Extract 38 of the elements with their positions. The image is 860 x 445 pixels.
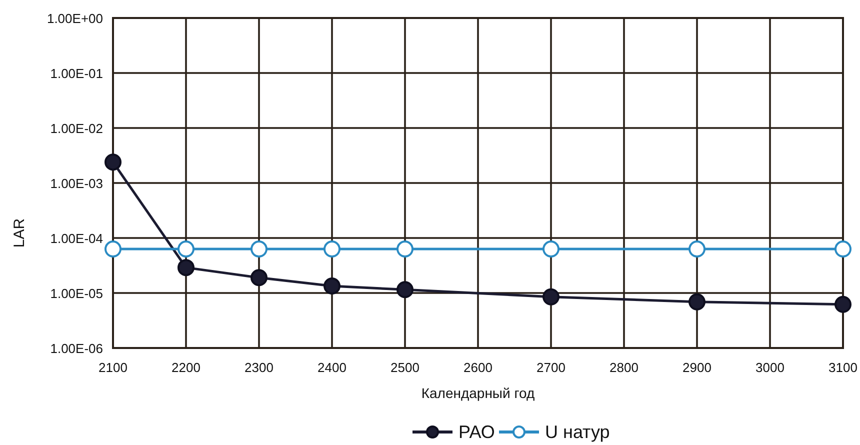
point	[324, 240, 340, 258]
point	[834, 240, 852, 258]
point	[178, 240, 194, 258]
y-tick-label: 1.00E-04	[50, 231, 103, 246]
y-axis-title: LAR	[11, 218, 28, 248]
y-tick-label: 1.00E-02	[50, 121, 103, 136]
point	[104, 154, 122, 171]
y-tick-label: 1.00E-06	[50, 341, 103, 356]
x-tick-label: 2400	[318, 360, 346, 375]
x-tick-label: 2600	[464, 360, 492, 375]
x-tick-label: 2200	[172, 360, 200, 375]
point	[104, 240, 122, 258]
point	[542, 288, 560, 306]
point	[178, 259, 194, 276]
point	[688, 293, 706, 310]
y-tick-label: 1.00E-01	[50, 66, 103, 81]
x-tick-label: 2100	[98, 360, 128, 375]
point	[834, 296, 852, 313]
point	[688, 240, 706, 258]
legend-label: U натур	[545, 422, 610, 442]
x-tick-label: 2900	[682, 360, 712, 375]
point	[324, 278, 340, 295]
point	[542, 240, 560, 258]
x-tick-label: 2500	[390, 360, 420, 375]
y-tick-label: 1.00E-05	[50, 286, 103, 301]
x-axis-title: Календарный год	[421, 385, 535, 401]
y-tick-label: 1.00E+00	[46, 11, 103, 26]
x-tick-label: 3000	[756, 360, 784, 375]
legend-label: РАО	[458, 422, 495, 442]
point	[396, 240, 414, 258]
point	[250, 269, 268, 286]
x-tick-label: 2800	[610, 360, 638, 375]
y-tick-label: 1.00E-03	[50, 176, 103, 191]
point	[250, 240, 268, 258]
x-tick-label: 3100	[828, 360, 858, 375]
x-tick-label: 2700	[536, 360, 566, 375]
point	[396, 281, 414, 298]
x-tick-label: 2300	[244, 360, 274, 375]
